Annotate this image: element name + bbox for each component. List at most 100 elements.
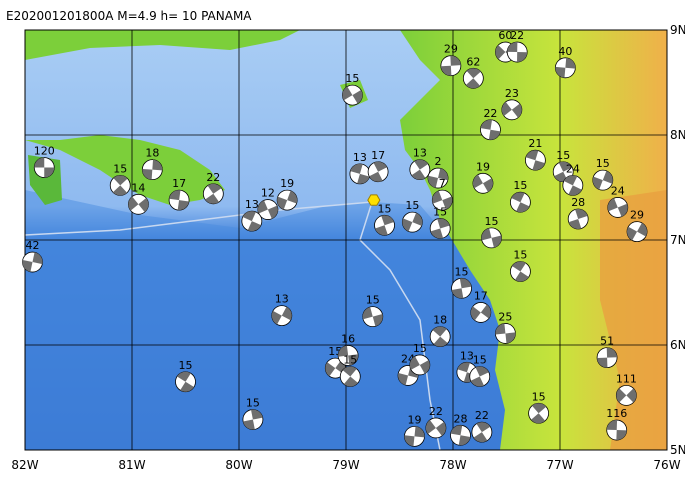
ball-quadrant <box>152 159 163 171</box>
depth-label: 13 <box>353 151 367 164</box>
beachball <box>202 183 224 205</box>
ball-quadrant <box>112 185 128 196</box>
depth-label: 15 <box>513 179 527 192</box>
beachball <box>141 159 163 181</box>
ball-quadrant <box>607 198 618 212</box>
depth-label: 22 <box>429 405 443 418</box>
depth-label: 15 <box>433 205 447 218</box>
ball-quadrant <box>412 212 423 226</box>
beachball <box>367 161 389 183</box>
ball-quadrant <box>626 388 637 403</box>
ball-quadrant <box>207 183 222 194</box>
ball-quadrant <box>257 200 268 214</box>
beachball <box>374 214 395 236</box>
map-title: E202001201800A M=4.9 h= 10 PANAMA <box>6 9 252 23</box>
ball-quadrant <box>481 228 492 241</box>
depth-label: 60 <box>498 29 512 42</box>
ball-quadrant <box>501 101 512 116</box>
beachball <box>362 306 384 328</box>
beachball <box>471 421 493 443</box>
beachball <box>607 197 629 218</box>
depth-label: 15 <box>556 149 570 162</box>
depth-label: 17 <box>172 177 186 190</box>
ball-quadrant <box>592 176 603 190</box>
depth-label: 15 <box>113 162 127 175</box>
depth-label: 13 <box>275 293 289 306</box>
x-tick-label: 80W <box>225 458 252 472</box>
depth-label: 15 <box>596 157 610 170</box>
ball-quadrant <box>409 356 420 370</box>
ball-quadrant <box>516 202 530 213</box>
depth-label: 22 <box>510 29 524 42</box>
beachball <box>480 119 501 141</box>
depth-label: 29 <box>630 209 644 222</box>
ball-quadrant <box>44 167 55 178</box>
beachball <box>257 199 279 220</box>
ball-quadrant <box>482 178 493 192</box>
beachball <box>337 345 359 366</box>
depth-label: 25 <box>498 310 512 323</box>
ball-quadrant <box>495 45 506 60</box>
ball-quadrant <box>437 218 450 229</box>
beachball <box>276 189 298 211</box>
depth-label: 24 <box>566 162 580 175</box>
depth-label: 13 <box>245 198 259 211</box>
depth-label: 15 <box>345 72 359 85</box>
ball-quadrant <box>491 235 502 248</box>
ball-quadrant <box>177 200 189 211</box>
beachball <box>404 425 425 447</box>
ball-quadrant <box>169 190 181 201</box>
beachball <box>109 174 131 196</box>
ball-quadrant <box>495 323 506 335</box>
ball-quadrant <box>271 310 282 325</box>
ball-quadrant <box>616 388 627 403</box>
ball-quadrant <box>338 345 349 357</box>
beachball <box>481 227 502 249</box>
ball-quadrant <box>511 192 525 203</box>
depth-label: 51 <box>600 335 614 348</box>
depth-label: 14 <box>131 181 145 194</box>
epicenter <box>367 194 381 206</box>
ball-quadrant <box>480 304 491 319</box>
ball-quadrant <box>458 435 471 446</box>
ball-quadrant <box>142 168 153 180</box>
ball-quadrant <box>531 413 546 424</box>
ball-quadrant <box>398 373 409 386</box>
x-tick-label: 82W <box>11 458 38 472</box>
ball-quadrant <box>342 366 357 377</box>
ball-quadrant <box>565 57 576 69</box>
depth-label: 111 <box>616 372 637 385</box>
ball-quadrant <box>555 66 566 78</box>
depth-label: 2 <box>435 155 442 168</box>
beachball <box>524 149 546 171</box>
beachball <box>429 326 451 348</box>
beachball <box>470 302 492 323</box>
depth-label: 15 <box>179 359 193 372</box>
ball-quadrant <box>472 174 483 189</box>
ball-quadrant <box>180 381 194 392</box>
ball-quadrant <box>32 252 43 265</box>
beachball <box>596 347 618 369</box>
y-tick-label: 8N <box>670 128 685 142</box>
ball-quadrant <box>362 306 373 320</box>
ball-quadrant <box>375 225 388 236</box>
ball-quadrant <box>402 218 413 232</box>
depth-label: 17 <box>371 149 385 162</box>
ball-quadrant <box>442 196 453 210</box>
depth-label: 116 <box>606 407 627 420</box>
beachball <box>431 189 453 211</box>
depth-label: 17 <box>474 289 488 302</box>
depth-label: 23 <box>505 87 519 100</box>
beachball <box>409 354 431 376</box>
ball-quadrant <box>465 78 481 89</box>
depth-label: 19 <box>280 177 294 190</box>
beachball <box>33 157 55 178</box>
ball-quadrant <box>450 425 463 436</box>
ball-quadrant <box>350 163 363 174</box>
ball-quadrant <box>470 306 481 321</box>
ball-quadrant <box>404 435 415 447</box>
ball-quadrant <box>525 150 539 161</box>
x-tick-label: 79W <box>332 458 359 472</box>
ball-quadrant <box>488 129 501 140</box>
depth-label: 13 <box>460 349 474 362</box>
